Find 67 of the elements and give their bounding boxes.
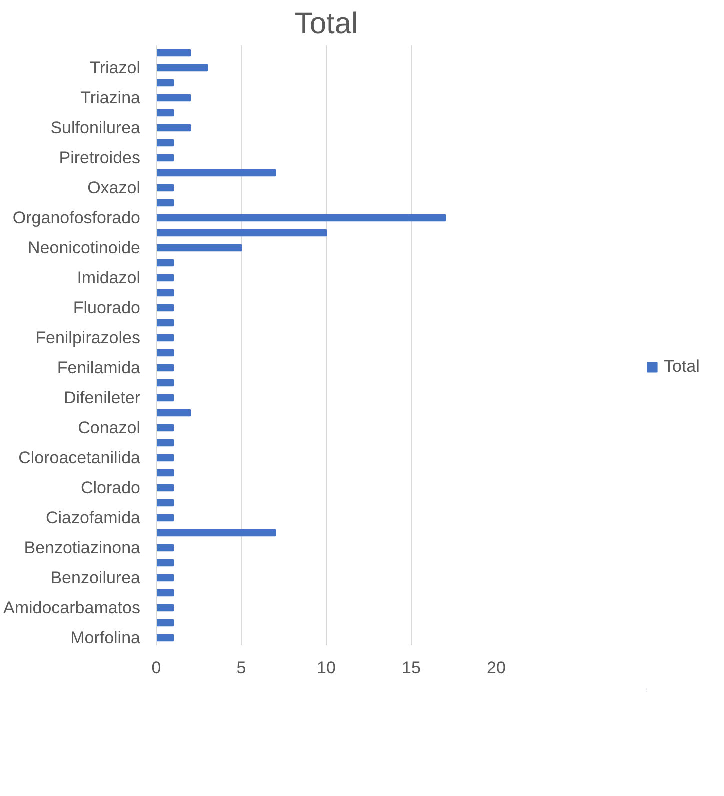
- bar: [156, 514, 174, 522]
- y-tick-label: Amidocarbamatos: [3, 598, 141, 618]
- y-tick-label: Fenilpirazoles: [36, 328, 141, 348]
- bar: [156, 379, 174, 387]
- y-tick-label: Organofosforado: [12, 208, 141, 228]
- bar: [156, 454, 174, 462]
- bar: [156, 559, 174, 567]
- bar: [156, 499, 174, 507]
- bar: [156, 574, 174, 582]
- bar: [156, 79, 174, 87]
- bar: [156, 259, 174, 267]
- x-tick-label: 0: [152, 658, 162, 678]
- y-tick-label: Morfolina: [70, 628, 142, 648]
- bar: [156, 139, 174, 147]
- bar: [156, 349, 174, 357]
- bar: [156, 364, 174, 372]
- y-tick-label: Benzoilurea: [50, 568, 142, 588]
- y-tick-label: Fenilamida: [57, 358, 142, 378]
- bar: [156, 94, 191, 102]
- bar: [156, 319, 174, 327]
- bar: [156, 169, 276, 177]
- bar: [156, 424, 174, 432]
- y-tick-label: Clorado: [80, 478, 141, 498]
- bar: [156, 124, 191, 132]
- bar: [156, 184, 174, 192]
- x-tick-label: 10: [317, 658, 336, 678]
- x-tick-label: 5: [236, 658, 246, 678]
- bar: [156, 64, 208, 72]
- bar: [156, 604, 174, 612]
- y-tick-label: Triazina: [80, 88, 142, 108]
- y-tick-label: Ciazofamida: [46, 508, 142, 528]
- y-tick-label: Cloroacetanilida: [18, 448, 142, 468]
- y-tick-label: Conazol: [78, 418, 141, 438]
- bar: [156, 469, 174, 477]
- bar: [156, 214, 446, 222]
- bar: [156, 634, 174, 642]
- y-tick-label: Neonicotinoide: [28, 238, 140, 258]
- bar: [156, 304, 174, 312]
- bar: [156, 619, 174, 627]
- bar: [156, 229, 327, 237]
- bar: [156, 589, 174, 597]
- bar: [156, 439, 174, 447]
- x-tick-label: 20: [487, 658, 506, 678]
- chart-title: Total: [294, 8, 358, 40]
- bar: [156, 409, 191, 417]
- y-tick-label: Triazol: [90, 58, 141, 78]
- y-tick-label: Difenileter: [64, 388, 141, 408]
- bar: [156, 109, 174, 117]
- bar: [156, 49, 191, 57]
- y-tick-label: Oxazol: [88, 178, 141, 198]
- bar: [156, 274, 174, 282]
- y-tick-label: Imidazol: [77, 268, 141, 288]
- bar: [156, 484, 174, 492]
- y-tick-label: Benzotiazinona: [24, 538, 142, 558]
- bar: [156, 544, 174, 552]
- bar: [156, 334, 174, 342]
- bar: [156, 199, 174, 207]
- legend-label: Total: [664, 357, 700, 377]
- bar: [156, 529, 276, 537]
- x-tick-label: 15: [402, 658, 421, 678]
- y-tick-label: Piretroides: [59, 148, 141, 168]
- bar: [156, 394, 174, 402]
- bar: [156, 289, 174, 297]
- y-tick-label: Fluorado: [73, 298, 141, 318]
- y-tick-label: Sulfonilurea: [50, 118, 142, 138]
- bar: [156, 244, 242, 252]
- bar: [156, 154, 174, 162]
